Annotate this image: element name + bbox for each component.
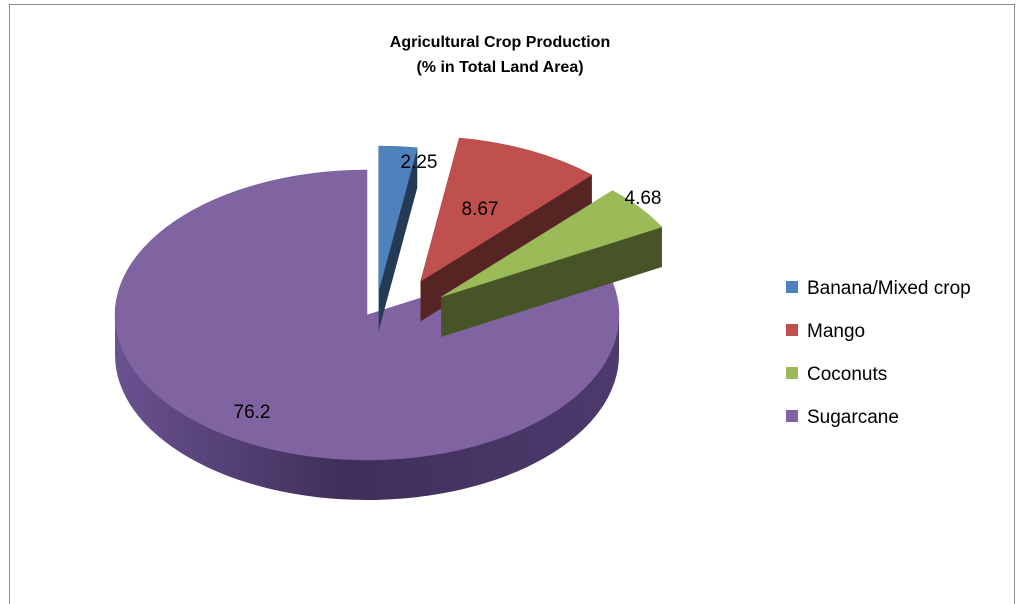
slice-top-mango <box>420 137 593 282</box>
slice-face2-banana-mixed-crop <box>378 147 418 332</box>
data-label-sugarcane: 76.2 <box>234 402 271 423</box>
legend-label-coconuts: Coconuts <box>807 364 887 385</box>
legend-label-sugarcane: Sugarcane <box>807 407 899 428</box>
legend: Banana/Mixed crop Mango Coconuts Sugarcane <box>786 278 971 428</box>
legend-swatch-sugarcane <box>786 410 798 422</box>
legend-item-banana-mixed-crop: Banana/Mixed crop <box>786 278 971 299</box>
data-label-mango: 8.67 <box>462 199 499 220</box>
legend-label-banana-mixed-crop: Banana/Mixed crop <box>807 278 971 299</box>
slice-top-coconuts <box>441 190 663 298</box>
legend-swatch-mango <box>786 324 798 336</box>
chart-title: Agricultural Crop Production <box>390 34 610 51</box>
legend-swatch-coconuts <box>786 367 798 379</box>
legend-label-mango: Mango <box>807 321 865 342</box>
slice-face2-coconuts <box>441 227 662 337</box>
legend-swatch-banana-mixed-crop <box>786 281 798 293</box>
chart-frame: Agricultural Crop Production (% in Total… <box>9 4 1015 604</box>
slices-layer <box>114 137 663 500</box>
pie-chart: Agricultural Crop Production (% in Total… <box>114 34 971 500</box>
data-labels-layer: 2.25 8.67 4.68 76.2 <box>234 152 662 423</box>
slice-top-banana-mixed-crop <box>378 145 418 292</box>
chart-title-group: Agricultural Crop Production (% in Total… <box>390 34 610 76</box>
legend-item-sugarcane: Sugarcane <box>786 407 899 428</box>
data-label-coconuts: 4.68 <box>625 188 662 209</box>
chart-subtitle: (% in Total Land Area) <box>416 59 583 76</box>
legend-item-coconuts: Coconuts <box>786 364 887 385</box>
data-label-banana-mixed-crop: 2.25 <box>401 152 438 173</box>
slice-side-sugarcane <box>115 315 619 500</box>
slice-top-sugarcane <box>114 169 620 461</box>
legend-item-mango: Mango <box>786 321 865 342</box>
slice-coconuts <box>441 190 663 337</box>
slice-banana-mixed-crop <box>378 145 418 332</box>
slice-sugarcane <box>114 169 620 500</box>
